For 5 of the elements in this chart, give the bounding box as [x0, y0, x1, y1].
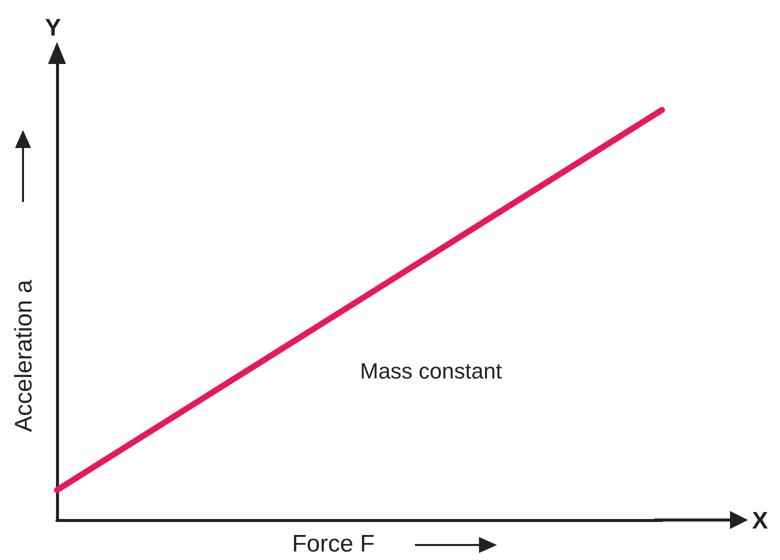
y-axis-title: Acceleration a	[10, 279, 38, 432]
annotation: X	[752, 508, 768, 534]
x-axis-title: Force F	[292, 530, 375, 558]
text: Y	[45, 14, 62, 42]
annotation: Mass constant	[360, 358, 502, 384]
